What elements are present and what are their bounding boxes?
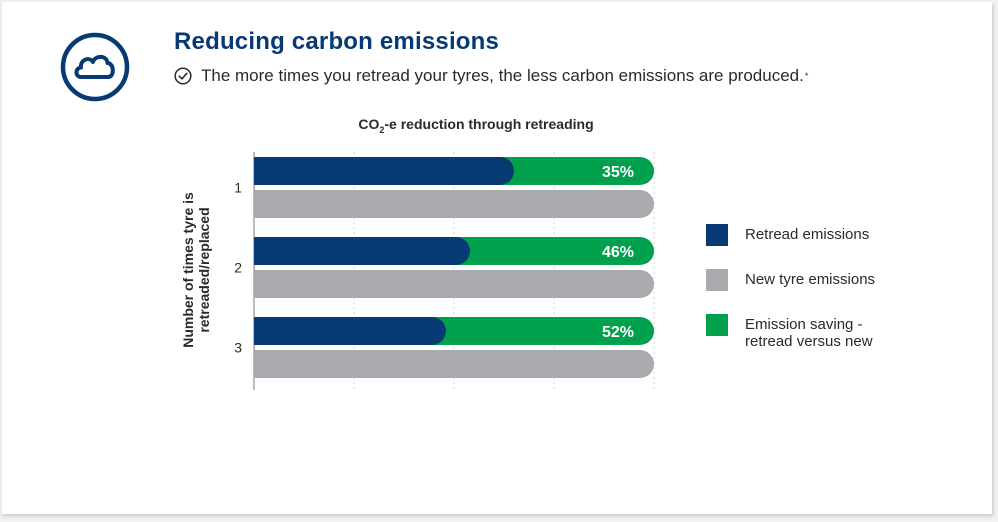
legend-swatch-new-tyre bbox=[706, 269, 728, 291]
bar-retread bbox=[254, 157, 514, 185]
subtitle: The more times you retread your tyres, t… bbox=[201, 66, 804, 85]
bar-retread bbox=[254, 317, 446, 345]
data-label-saving: 35% bbox=[602, 164, 634, 181]
legend-item-retread: Retread emissions bbox=[706, 224, 906, 246]
bar-new-tyre bbox=[254, 190, 654, 218]
legend-item-new-tyre: New tyre emissions bbox=[706, 269, 906, 291]
legend-swatch-retread bbox=[706, 224, 728, 246]
emissions-chart: CO2-e reduction through retreading Number… bbox=[180, 116, 655, 390]
y-tick-label: 2 bbox=[234, 260, 242, 276]
legend-label-new-tyre: New tyre emissions bbox=[745, 271, 876, 288]
y-tick-label: 3 bbox=[234, 340, 242, 356]
bar-retread bbox=[254, 237, 470, 265]
page-title: Reducing carbon emissions bbox=[174, 28, 500, 55]
info-card: Reducing carbon emissions The more times… bbox=[2, 2, 992, 514]
legend-item-saving: Emission saving - retread versus new bbox=[706, 314, 906, 350]
data-label-saving: 46% bbox=[602, 244, 634, 261]
legend-swatch-saving bbox=[706, 314, 728, 336]
y-axis-label: Number of times tyre isretreaded/replace… bbox=[180, 192, 212, 348]
legend-label-retread: Retread emissions bbox=[745, 226, 870, 243]
bar-new-tyre bbox=[254, 270, 654, 298]
legend-label-saving: Emission saving - retread versus new bbox=[745, 316, 873, 350]
footnote-mark: * bbox=[804, 71, 809, 81]
y-tick-label: 1 bbox=[234, 180, 242, 196]
data-label-saving: 52% bbox=[602, 324, 634, 341]
chart-title: CO2-e reduction through retreading bbox=[358, 116, 593, 135]
check-circle-icon bbox=[174, 67, 192, 85]
bar-new-tyre bbox=[254, 350, 654, 378]
subtitle-row: The more times you retread your tyres, t… bbox=[174, 66, 808, 86]
cloud-icon bbox=[60, 32, 130, 102]
